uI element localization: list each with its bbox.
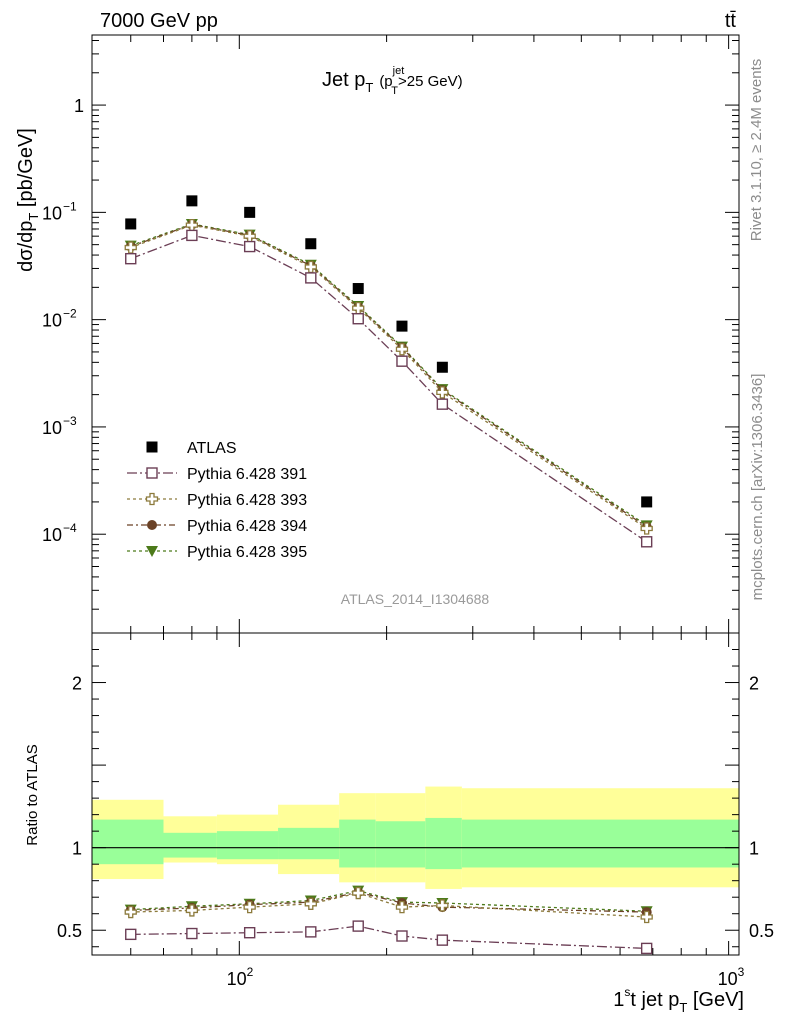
plot-title-sub: T [365,80,373,95]
plot-title-main: Jet p [322,69,365,91]
ratio-series [124,885,653,955]
legend-marker [146,441,158,453]
y-axis-label-sub: T [26,213,41,221]
x-axis-label: 1st jet pT [GeV] [613,985,744,1015]
y-axis-label-a: dσ/dp [15,221,37,272]
y-axis-label: dσ/dpT [pb/GeV] [15,128,41,272]
uncertainty-band-green [216,831,279,860]
y-tick-label: 10−1 [42,199,77,223]
y-tick-label: 10−3 [42,414,77,438]
legend: ATLAS Pythia 6.428 391 Pythia 6.428 393 Pyt… [127,440,307,561]
legend-label: Pythia 6.428 395 [187,544,307,561]
plot-title-paren-rest: >25 GeV) [398,73,463,90]
legend-marker [146,546,158,557]
ratio-point [305,926,317,938]
data-point [243,240,256,253]
ratio-point [640,910,653,924]
ratio-point [352,920,364,932]
series-line [130,234,648,543]
ratio-point [396,930,408,942]
data-point [352,283,364,295]
ratio-axis-label: Ratio to ATLAS [24,744,41,845]
y-tick-label: 10−2 [42,307,77,331]
y-tick-label: 10−4 [42,521,77,545]
data-point [640,536,653,548]
rivet-label: Rivet 3.1.10, ≥ 2.4M events [748,59,765,242]
data-point [436,398,449,410]
axis-ticks: 1 10−1 10−2 10−3 10−4 2 2 1 1 0.5 0.5 [42,35,774,955]
data-point [305,272,317,284]
ratio-y-tick-label: 0.5 [57,921,82,941]
x-tick-label-1000: 103 [718,965,745,989]
uncertainty-band-green [278,827,340,860]
data-point [641,496,653,508]
ratio-y-tick-label-right: 0.5 [749,921,774,941]
data-point [436,386,449,399]
ratio-point [395,900,409,914]
ratio-line [130,892,647,918]
plot-title-paren-sup: jet [392,65,405,77]
plot-title: Jet pT (pjet T>25 GeV) [322,65,463,97]
uncertainty-band-green [92,819,164,865]
main-series [124,195,653,548]
ratio-y-tick-label-right: 2 [749,674,759,694]
x-tick-label-100: 102 [227,965,254,989]
mcplots-label: mcplots.cern.ch [arXiv:1306.3436] [749,374,766,601]
ratio-point [124,905,137,919]
ratio-point [436,934,449,946]
uncertainty-band-green [461,819,739,868]
ratio-point [352,886,365,900]
data-point [244,206,256,218]
legend-marker [147,520,157,530]
data-point [305,238,317,250]
ratio-point [243,900,256,914]
data-point [186,195,198,207]
ratio-point [436,899,449,912]
legend-label: Pythia 6.428 393 [187,492,307,509]
energy-label: 7000 GeV pp [100,10,218,32]
data-point [396,320,408,332]
ratio-line [130,925,647,950]
data-point [125,218,137,230]
uncertainty-band-green [375,821,426,868]
y-axis-label-b: [pb/GeV] [15,128,37,213]
legend-marker [146,467,158,479]
ratio-y-tick-label: 1 [72,839,82,859]
data-point [352,313,364,325]
ratio-point [640,942,653,955]
ratio-point [185,904,199,917]
legend-label: Pythia 6.428 394 [187,518,307,535]
plot-title-paren-sub: T [391,85,398,97]
uncertainty-band-green [425,817,462,870]
uncertainty-band-green [339,819,376,868]
ratio-point [243,927,256,939]
uncertainty-band-green [163,832,217,858]
ratio-point [304,897,317,910]
ratio-point [186,927,198,940]
legend-label: ATLAS [187,440,237,457]
ratio-line [130,891,647,913]
series-line [130,224,648,530]
ratio-line [130,889,647,912]
process-label: tt̄ [725,10,737,32]
plot-title-paren: (p [379,73,392,90]
data-point [640,522,653,535]
y-tick-label: 1 [74,96,84,116]
data-point [125,252,137,265]
data-point [395,343,409,356]
ratio-y-tick-label-right: 1 [749,839,759,859]
data-point [186,229,198,242]
legend-label: Pythia 6.428 391 [187,466,307,483]
legend-marker [145,492,159,506]
ratio-frame [91,632,740,956]
ratio-y-tick-label: 2 [72,674,82,694]
ratio-point [125,928,137,941]
ratio-bands [92,786,739,889]
data-point [396,355,408,367]
data-point [436,361,448,373]
analysis-label: ATLAS_2014_I1304688 [341,591,490,607]
